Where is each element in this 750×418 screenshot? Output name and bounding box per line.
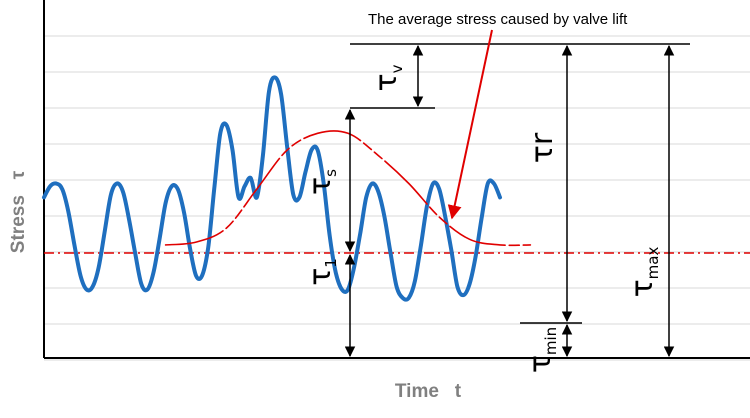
stress-wave-line bbox=[42, 75, 502, 302]
svg-text:τmin: τmin bbox=[523, 327, 560, 373]
svg-text:τv: τv bbox=[369, 64, 406, 91]
x-axis-title: Time t bbox=[395, 381, 462, 402]
tau-v-label: τv bbox=[369, 64, 406, 91]
svg-text:τs: τs bbox=[303, 169, 340, 195]
tau-min-label: τmin bbox=[523, 327, 560, 373]
y-axis-title: Stress τ bbox=[8, 170, 29, 253]
svg-text:τmax: τmax bbox=[625, 247, 662, 298]
svg-text:τ1: τ1 bbox=[303, 258, 340, 286]
svg-text:τr: τr bbox=[525, 132, 560, 163]
annotation-text: The average stress caused by valve lift bbox=[368, 11, 628, 28]
tau-r-label: τr bbox=[525, 132, 560, 163]
annotation-arrow bbox=[447, 29, 493, 220]
tau-s-label: τs bbox=[303, 169, 340, 195]
tau-1-label: τ1 bbox=[303, 258, 340, 286]
tau-max-label: τmax bbox=[625, 247, 662, 298]
